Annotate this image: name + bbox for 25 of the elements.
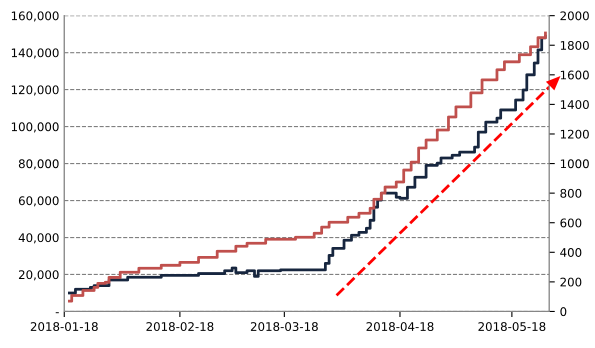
x-tick-label: 2018-03-18: [250, 322, 318, 332]
x-tick-label: 2018-04-18: [366, 322, 434, 332]
x-tick-label: 2018-02-18: [146, 322, 214, 332]
y-tick-label: 20,000: [18, 270, 59, 280]
x-tick-label: 2018-01-18: [30, 322, 98, 332]
y2-tick-label: 1400: [560, 100, 589, 110]
y2-tick-label: 800: [560, 188, 582, 198]
y2-tick-label: 0: [560, 307, 566, 316]
y2-tick-label: 200: [560, 278, 582, 287]
y-tick-label: 40,000: [18, 233, 59, 244]
y2-tick-label: 600: [560, 218, 582, 228]
y2-tick-label: 1200: [560, 130, 589, 139]
y-tick-label: -: [56, 312, 59, 314]
y2-tick-label: 400: [560, 248, 582, 257]
y2-tick-label: 1600: [560, 70, 589, 80]
y-tick-label: 100,000: [12, 122, 59, 132]
y2-tick-label: 1000: [560, 159, 589, 168]
x-tick-label: 2018-05-18: [478, 322, 546, 332]
y2-tick-label: 1800: [560, 40, 589, 50]
y-tick-label: 80,000: [18, 159, 59, 170]
y2-tick-label: 2000: [560, 11, 589, 20]
y-tick-label: 60,000: [18, 196, 59, 206]
y-tick-label: 160,000: [12, 11, 59, 22]
y-tick-label: 120,000: [12, 85, 59, 96]
y-tick-label: 140,000: [12, 48, 59, 58]
